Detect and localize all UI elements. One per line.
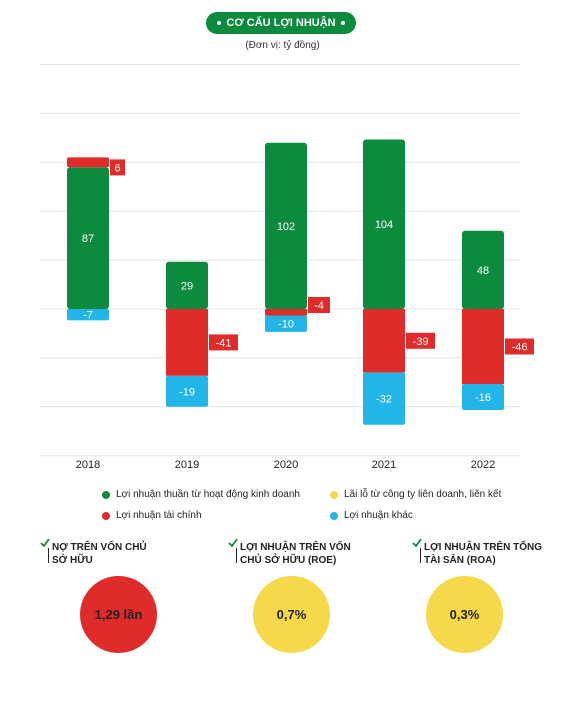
check-icon [412, 538, 422, 548]
label-operating: 48 [477, 265, 489, 277]
metric-label-line1: LỢI NHUẬN TRÊN VỐN [240, 542, 351, 553]
check-icon [40, 538, 50, 548]
bar-operating [265, 142, 307, 309]
label-other: -16 [475, 392, 491, 404]
check-icon [228, 538, 238, 548]
metric-roe-circle: 0,7% [253, 576, 330, 653]
bar-other [166, 375, 208, 407]
metric-debt-equity-label: NỢ TRÊN VỐN CHỦ SỞ HỮU [52, 541, 147, 567]
label-financial: -39 [413, 336, 429, 348]
bar-financial [462, 309, 504, 384]
label-other: -10 [278, 319, 294, 331]
label-financial: -4 [314, 300, 324, 312]
title-dot-right [340, 21, 345, 25]
label-other: -19 [179, 386, 195, 398]
bar-operating [363, 139, 405, 309]
chart-title: CƠ CẤU LỢI NHUẬN [206, 12, 356, 34]
bar-other [67, 309, 109, 321]
metric-bracket [420, 548, 421, 563]
chart-title-text: CƠ CẤU LỢI NHUẬN [226, 17, 336, 29]
metric-label-line1: LỢI NHUẬN TRÊN TỔNG [424, 542, 542, 553]
metric-roa-label: LỢI NHUẬN TRÊN TỔNG TÀI SẢN (ROA) [424, 541, 542, 567]
profit-structure-chart: 87 6 -7 2018 29 -41 -19 2019 102 -4 -10 2020 104 -39 -… [40, 64, 534, 471]
x-tick-label: 2022 [471, 459, 495, 471]
metric-value: 1,29 lần [94, 607, 143, 622]
legend-swatch-green [102, 490, 110, 499]
metric-roe-label: LỢI NHUẬN TRÊN VỐN CHỦ SỞ HỮU (ROE) [240, 541, 351, 567]
metric-debt-equity-circle: 1,29 lần [80, 576, 157, 653]
bar-other [462, 383, 504, 411]
bar-other [265, 315, 307, 332]
legend-label: Lãi lỗ từ công ty liên doanh, liên kết [344, 489, 502, 500]
legend-swatch-red [102, 511, 110, 520]
metric-bracket [48, 548, 49, 563]
label-financial-tag [505, 338, 534, 355]
title-dot-left [217, 21, 222, 25]
x-tick-label: 2020 [274, 459, 298, 471]
label-operating: 104 [375, 219, 393, 231]
metric-label-line1: NỢ TRÊN VỐN CHỦ [52, 542, 147, 553]
label-operating: 87 [82, 233, 94, 245]
label-financial-tag [209, 334, 238, 351]
legend-swatch-yellow [330, 490, 338, 499]
label-operating: 102 [277, 221, 295, 233]
label-financial-tag [110, 159, 125, 176]
label-financial-tag [308, 297, 330, 313]
bar-other [363, 372, 405, 425]
metric-roa-circle: 0,3% [426, 576, 503, 653]
metric-value: 0,3% [449, 607, 480, 622]
bar-financial [265, 309, 307, 316]
metric-label-line2: CHỦ SỞ HỮU (ROE) [240, 555, 337, 566]
bar-financial [363, 309, 405, 373]
label-financial: -41 [216, 337, 232, 349]
x-tick-label: 2018 [76, 459, 100, 471]
metric-label-line2: SỞ HỮU [52, 555, 93, 566]
label-other: -32 [376, 394, 392, 406]
legend-item-financial: Lợi nhuận tài chính [102, 510, 202, 521]
unit-label: (Đơn vị: tỷ đồng) [245, 40, 320, 51]
legend-item-operating: Lợi nhuận thuần từ hoạt động kinh doanh [102, 489, 300, 500]
bar-operating [462, 230, 504, 309]
label-financial-tag [406, 332, 435, 349]
bar-operating [166, 261, 208, 309]
metric-value: 0,7% [276, 607, 307, 622]
bar-financial [166, 309, 208, 376]
bar-financial [67, 157, 109, 168]
label-financial: -46 [512, 341, 528, 353]
label-financial: 6 [114, 162, 120, 174]
x-tick-label: 2019 [175, 459, 199, 471]
legend-item-joint-venture: Lãi lỗ từ công ty liên doanh, liên kết [330, 489, 501, 500]
metric-bracket [236, 548, 237, 563]
x-tick-label: 2021 [372, 459, 396, 471]
label-operating: 29 [181, 280, 193, 292]
bar-operating [67, 167, 109, 309]
legend-item-other: Lợi nhuận khác [330, 510, 413, 521]
legend-label: Lợi nhuận tài chính [116, 510, 202, 521]
legend-label: Lợi nhuận khác [344, 510, 413, 521]
label-other: -7 [83, 310, 93, 322]
metric-label-line2: TÀI SẢN (ROA) [424, 555, 496, 566]
legend-label: Lợi nhuận thuần từ hoạt động kinh doanh [116, 489, 300, 500]
legend-swatch-blue [330, 511, 338, 520]
